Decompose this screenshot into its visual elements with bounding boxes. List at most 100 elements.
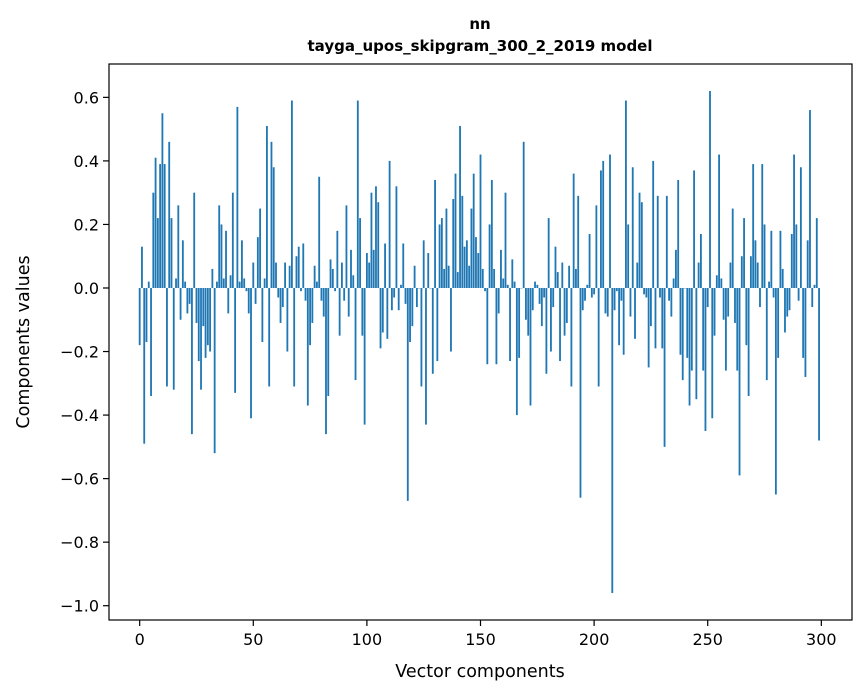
bar-139 [454,173,457,288]
bar-286 [788,287,791,311]
bar-112 [393,287,396,298]
bar-165 [513,281,516,288]
bar-239 [681,287,684,381]
bar-287 [790,233,793,288]
bar-52 [256,237,259,288]
bar-223 [645,287,648,298]
bar-19 [181,240,184,288]
bar-45 [241,240,243,288]
bar-0 [138,287,141,346]
bar-282 [779,230,782,288]
x-axis-label: Vector components [395,662,564,682]
bar-28 [202,287,205,327]
bar-68 [293,287,296,387]
bar-26 [197,287,200,362]
bar-181 [550,287,552,352]
bar-277 [768,281,770,288]
chart-title-line2: tayga_upos_skipgram_300_2_2019 model [308,37,653,55]
bar-199 [590,287,593,298]
bar-162 [506,284,509,288]
bar-59 [272,167,275,288]
bar-246 [697,262,700,288]
x-tick-label: 300 [806,630,837,649]
bar-247 [699,233,702,288]
bar-283 [781,268,784,288]
bar-63 [281,287,284,308]
bar-72 [302,243,305,288]
bar-16 [175,278,177,288]
y-tick-label: −0.4 [60,406,99,425]
bar-23 [191,287,193,435]
bar-77 [313,265,316,288]
bar-80 [320,287,323,301]
bar-54 [261,287,264,342]
bar-273 [759,287,761,308]
bar-55 [263,278,266,288]
bar-214 [625,100,627,288]
bar-232 [665,195,668,288]
bar-94 [352,275,355,288]
bar-253 [713,287,716,336]
bar-293 [804,287,807,377]
bar-126 [425,287,427,425]
bar-243 [690,287,693,371]
bar-98 [361,287,364,336]
bar-35 [218,205,221,288]
bar-82 [325,287,327,435]
bar-261 [731,208,734,288]
bar-78 [315,281,318,288]
bar-39 [227,287,230,314]
bar-21 [186,287,189,314]
bar-134 [443,268,446,288]
bar-15 [172,287,175,390]
bar-202 [597,287,600,387]
bar-100 [365,253,368,288]
bar-70 [297,246,300,288]
bar-220 [638,192,641,288]
bar-288 [793,154,795,288]
bar-174 [534,281,536,288]
bar-150 [479,154,482,288]
bar-18 [179,287,182,320]
bar-110 [388,160,391,288]
bar-149 [477,253,480,288]
bar-172 [529,287,532,406]
bar-210 [615,287,618,292]
bar-270 [752,164,755,288]
bar-56 [266,125,268,288]
bar-122 [415,287,418,308]
bar-217 [631,167,634,288]
bar-225 [650,287,652,327]
bar-101 [368,262,371,288]
bar-113 [395,186,398,288]
bar-71 [300,287,302,292]
bar-38 [225,230,227,288]
bar-99 [363,287,366,425]
bar-289 [795,224,798,288]
bar-209 [613,287,616,311]
bar-290 [797,287,800,301]
bar-257 [722,287,725,320]
bar-84 [329,259,332,288]
bar-9 [159,164,162,288]
bar-87 [336,230,339,288]
bar-120 [411,287,414,327]
bar-183 [554,246,557,288]
bar-108 [384,243,386,288]
bar-235 [672,278,675,288]
bar-230 [661,287,664,349]
bar-4 [147,281,150,288]
bar-73 [304,287,307,301]
bar-104 [375,186,377,288]
bar-279 [772,287,775,298]
bar-143 [463,246,466,288]
bar-176 [538,287,541,304]
bar-227 [654,287,657,349]
bar-12 [166,287,168,387]
bar-74 [306,287,309,406]
x-tick-label: 100 [352,630,383,649]
bar-118 [406,287,409,501]
bar-135 [445,208,448,288]
bar-140 [456,272,459,288]
bar-115 [400,284,402,288]
